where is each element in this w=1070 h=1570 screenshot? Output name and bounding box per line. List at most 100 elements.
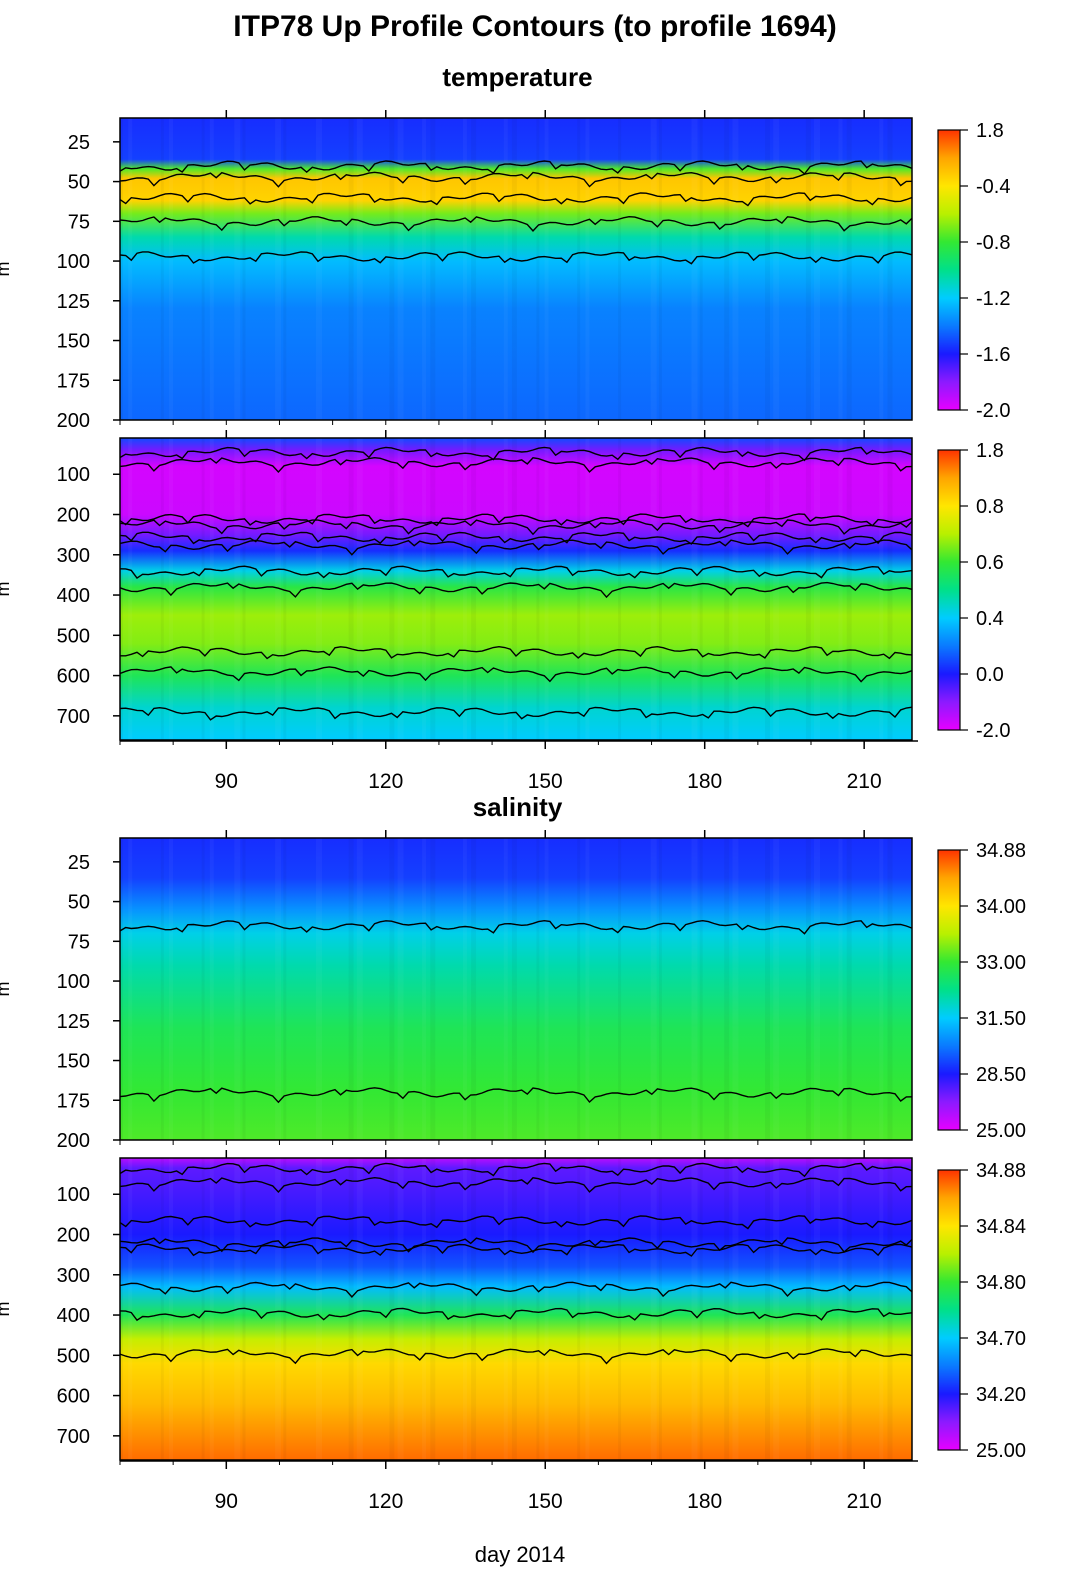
temperature-lower-ytick-label: 500 [57,625,90,647]
x-axis-tick-label: 120 [368,770,403,793]
salinity-upper-ytick-label: 50 [68,892,90,914]
temperature-upper-colorbar-label: -1.6 [976,344,1010,366]
x-axis-tick-label: 210 [847,770,882,793]
temperature-lower-contour-line [119,581,913,599]
salinity-upper-colorbar-label: 34.00 [976,896,1026,918]
salinity-lower-colorbar-label: 34.88 [976,1160,1026,1182]
temperature-upper-colorbar-label: -0.4 [976,176,1010,198]
temperature-upper-ytick-label: 125 [57,291,90,313]
salinity-upper-field [120,838,912,1140]
temperature-upper-ytick-label: 100 [57,251,90,273]
salinity-lower-field [120,1158,912,1460]
temperature-upper-ytick-label: 150 [57,331,90,353]
x-axis-tick-label: 150 [528,770,563,793]
salinity-lower-frame [119,1157,913,1461]
temperature-lower-ytick-label: 300 [57,545,90,567]
salinity-lower-contour-line [119,1307,913,1322]
salinity-lower-colorbar [937,1169,961,1451]
salinity-upper-colorbar-label: 34.88 [976,840,1026,862]
temperature-upper-colorbar-label: 1.8 [976,120,1004,142]
temperature-upper-contour-line [119,192,913,207]
temperature-lower-contour-line [119,446,913,462]
chart-title: ITP78 Up Profile Contours (to profile 16… [233,10,837,43]
temperature-upper-contour-line [119,251,913,265]
temperature-upper-field [120,118,912,420]
salinity-lower-contour-line [119,1176,913,1194]
x-axis-tick-label: 210 [847,1490,882,1513]
temperature-upper-y-axis-label: m [0,262,13,277]
temperature-lower-ytick-label: 700 [57,706,90,728]
temperature-lower-ytick-label: 200 [57,505,90,527]
salinity-upper-colorbar [937,849,961,1131]
salinity-upper-colorbar-label: 33.00 [976,952,1026,974]
x-axis-tick-label: 120 [368,1490,403,1513]
temperature-lower-frame [119,437,913,741]
temperature-upper-ytick-label: 75 [68,211,90,233]
temperature-upper-contour-line [119,215,913,232]
section-title-temperature: temperature [442,62,593,92]
salinity-lower-contour-line [119,1215,913,1230]
temperature-lower-colorbar-label: 0.0 [976,664,1004,686]
temperature-lower-ytick-label: 600 [57,666,90,688]
panel-salinity-upper: 25 50 75 100 125 150 175 200 m 34.88 34.00 33.00 31.… [0,830,1026,1152]
salinity-upper-ytick-label: 100 [57,971,90,993]
temperature-lower-colorbar-label: 0.8 [976,496,1004,518]
salinity-upper-ytick-label: 200 [57,1130,90,1152]
temperature-lower-contour-line [119,706,913,721]
x-axis-tick-label: 180 [687,770,722,793]
salinity-lower-y-axis-label: m [0,1302,13,1317]
temperature-lower-contour-line [119,519,913,536]
salinity-upper-frame [119,837,913,1141]
x-axis-label: day 2014 [475,1542,566,1567]
temperature-upper-colorbar [937,129,961,411]
salinity-lower-ytick-label: 600 [57,1386,90,1408]
panel-temperature-lower: 100 200 300 400 500 600 700 m 1.8 0.8 0.6 0.4 0.0 -2.… [0,430,1010,745]
salinity-lower-colorbar-label: 34.20 [976,1384,1026,1406]
temperature-upper-colorbar-label: -1.2 [976,288,1010,310]
temperature-upper-colorbar-label: -2.0 [976,400,1010,422]
temperature-upper-ytick-label: 50 [68,172,90,194]
temperature-lower-contour-line [119,666,913,683]
salinity-upper-colorbar-label: 31.50 [976,1008,1026,1030]
temperature-lower-colorbar-label: 0.6 [976,552,1004,574]
panel-salinity-lower: 100 200 300 400 500 600 700 m 34.88 34.84 34.80 34.… [0,1150,1026,1465]
section-title-salinity: salinity [472,792,563,822]
temperature-lower-contour-line [119,565,913,580]
salinity-lower-ytick-label: 400 [57,1305,90,1327]
salinity-upper-ytick-label: 125 [57,1011,90,1033]
salinity-lower-ytick-label: 100 [57,1184,90,1206]
salinity-lower-colorbar-label: 34.84 [976,1216,1026,1238]
temperature-lower-ytick-label: 100 [57,464,90,486]
salinity-lower-ytick-label: 300 [57,1265,90,1287]
temperature-lower-colorbar-label: -2.0 [976,720,1010,742]
salinity-upper-ytick-label: 150 [57,1051,90,1073]
salinity-lower-contour-line [119,1281,913,1298]
temperature-lower-contour-line [119,539,913,556]
temperature-upper-frame [119,117,913,421]
salinity-lower-colorbar-label: 25.00 [976,1440,1026,1462]
temperature-upper-ytick-label: 200 [57,410,90,432]
temperature-lower-contour-line [119,513,913,528]
temperature-lower-y-axis-label: m [0,582,13,597]
temperature-upper-contour-line [119,171,913,188]
temperature-upper-ytick-label: 25 [68,132,90,154]
temperature-lower-contour-line [120,645,913,660]
x-axis-tick-label: 90 [215,1490,238,1513]
temperature-lower-colorbar [937,449,961,731]
temperature-lower-field [120,438,912,740]
x-axis-tick-label: 150 [528,1490,563,1513]
salinity-upper-colorbar-label: 28.50 [976,1064,1026,1086]
temperature-lower-colorbar-label: 0.4 [976,608,1004,630]
temperature-upper-colorbar-label: -0.8 [976,232,1010,254]
salinity-lower-contour-line [119,1243,913,1257]
temperature-lower-contour-line [119,531,913,545]
salinity-upper-ytick-label: 175 [57,1090,90,1112]
x-axis-tick-label: 180 [687,1490,722,1513]
salinity-lower-contour-line [119,1237,913,1254]
salinity-lower-ytick-label: 700 [57,1426,90,1448]
temperature-lower-colorbar-label: 1.8 [976,440,1004,462]
salinity-lower-colorbar-label: 34.80 [976,1272,1026,1294]
salinity-lower-colorbar-label: 34.70 [976,1328,1026,1350]
salinity-upper-ytick-label: 75 [68,931,90,953]
